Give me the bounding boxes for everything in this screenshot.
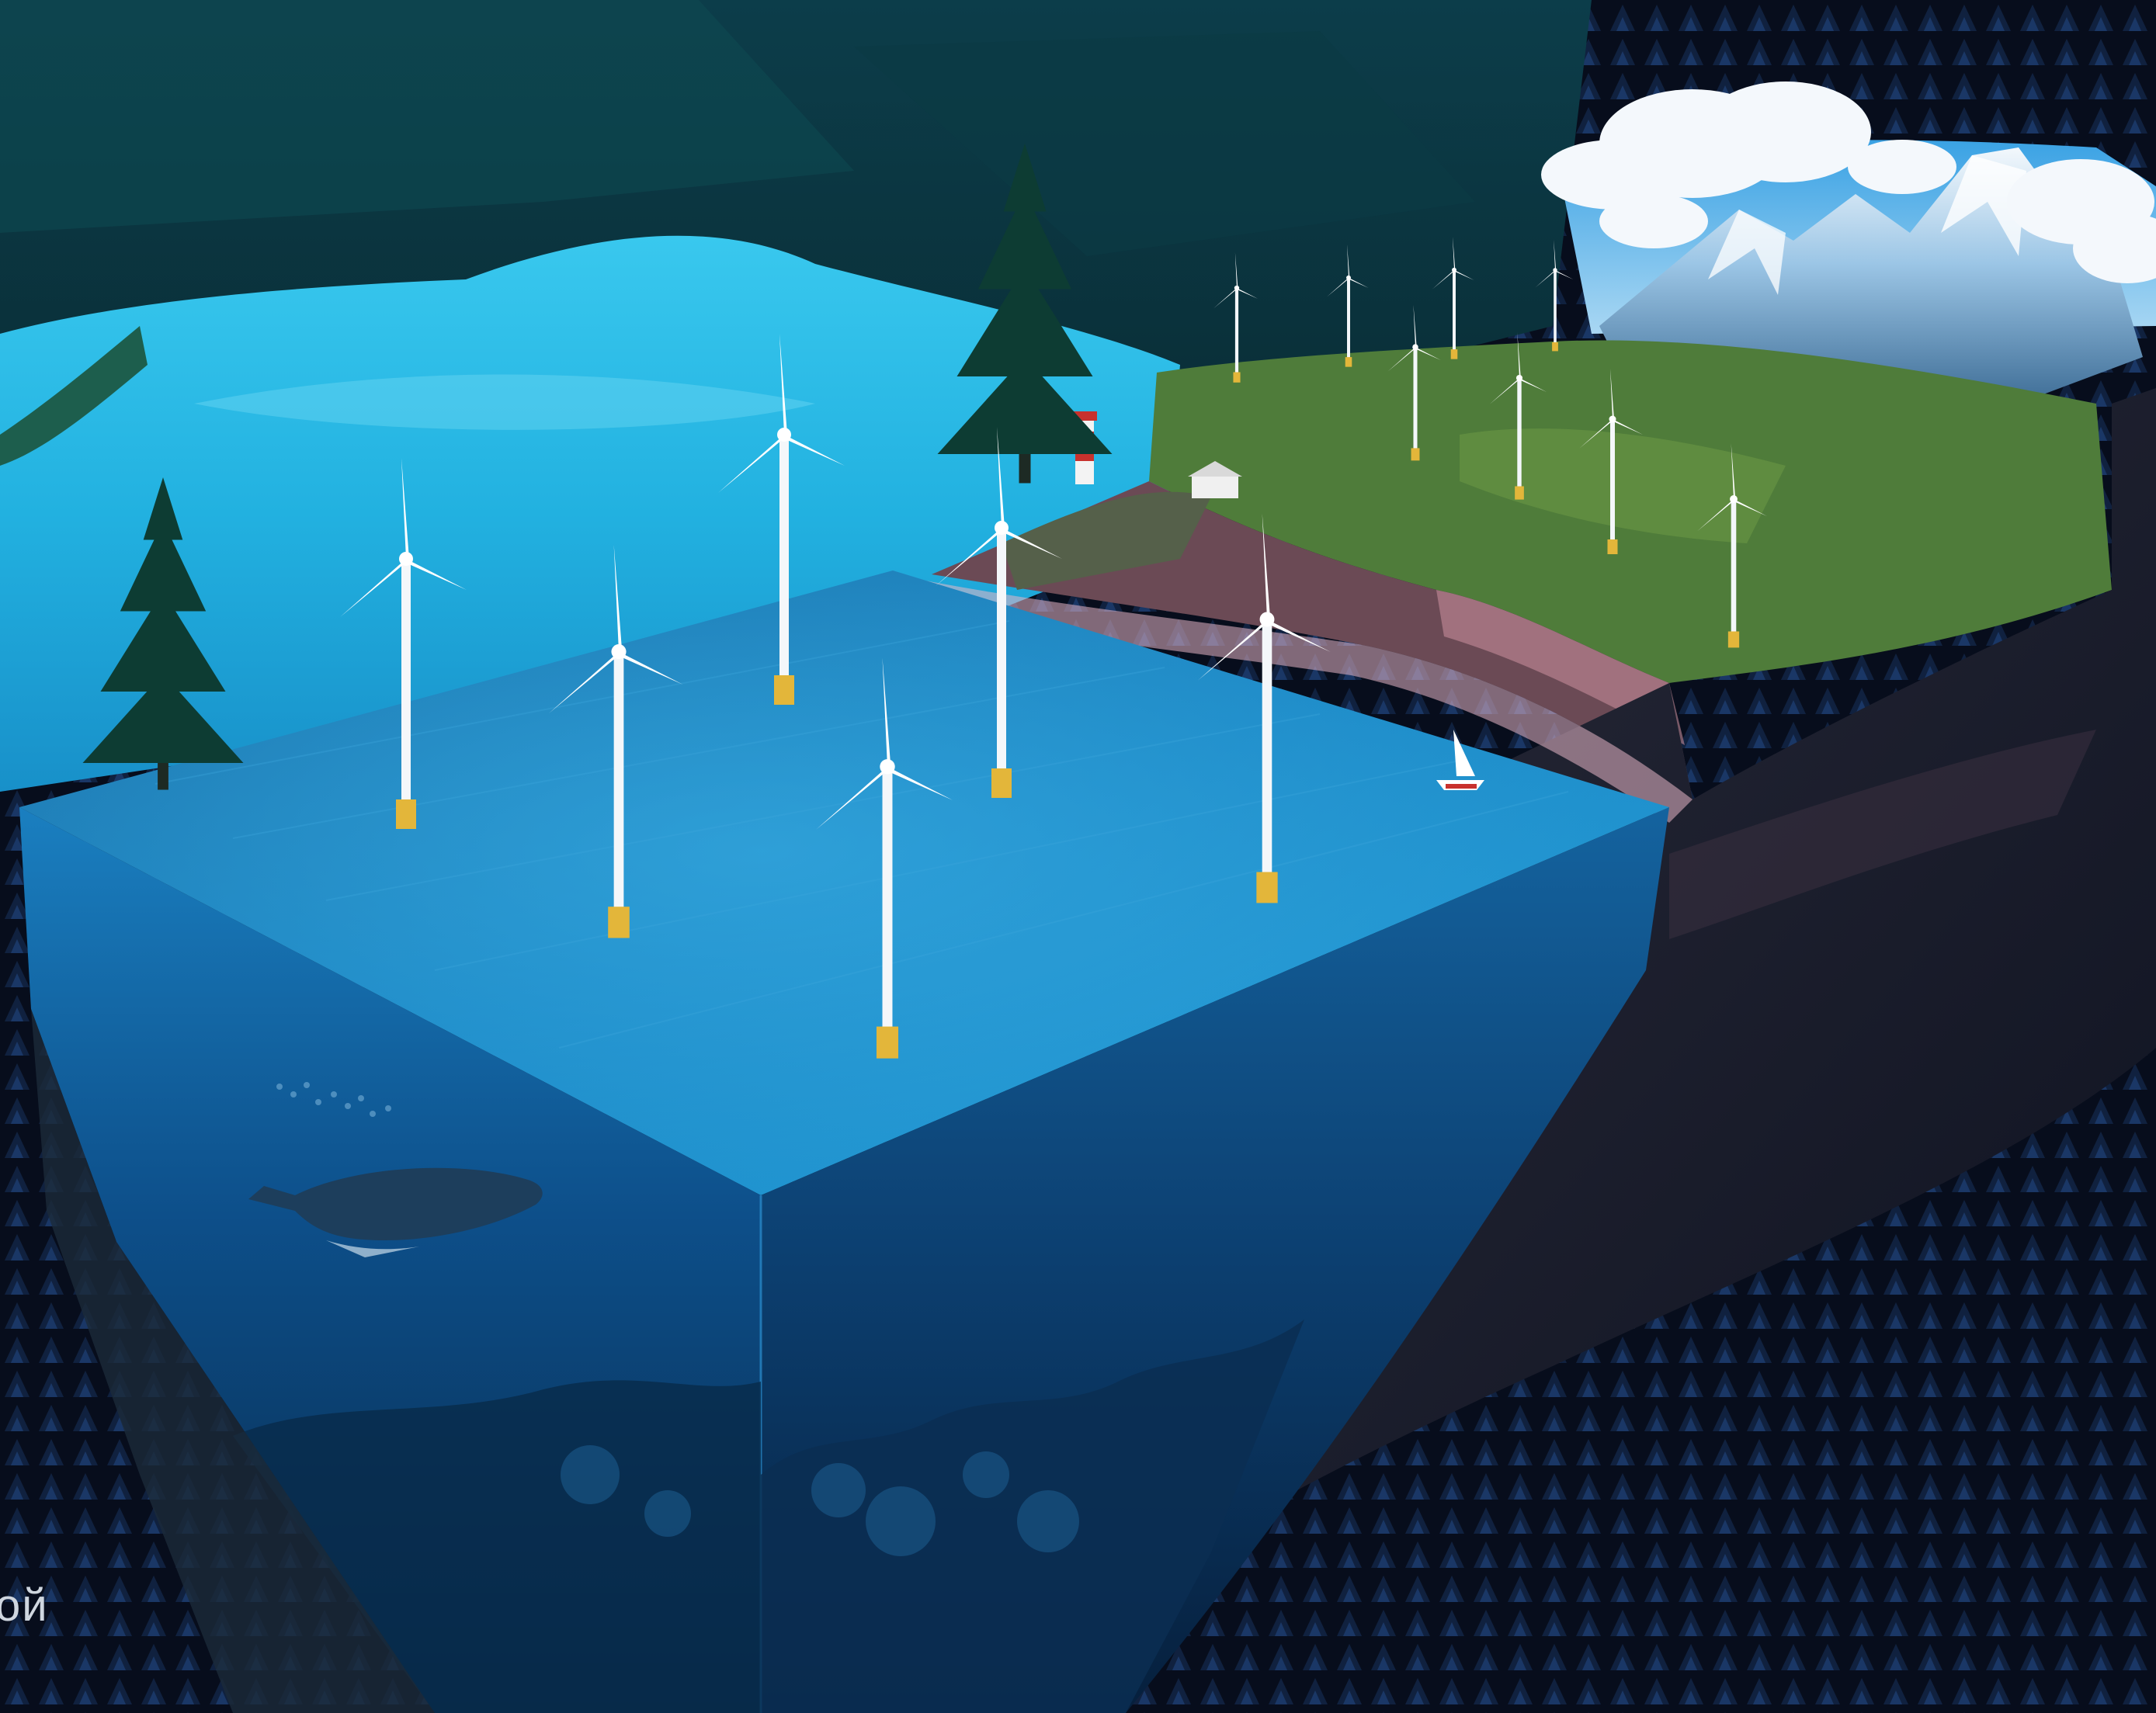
whale	[248, 1167, 543, 1257]
caption-fragment: ой	[0, 1580, 49, 1631]
clouds	[1541, 81, 2156, 283]
house	[1188, 461, 1242, 498]
fish-school	[276, 1082, 391, 1117]
wave-lines	[154, 620, 1569, 1049]
sailboat	[1436, 730, 1484, 790]
lake	[0, 235, 1180, 792]
left-cliff	[31, 1009, 435, 1713]
